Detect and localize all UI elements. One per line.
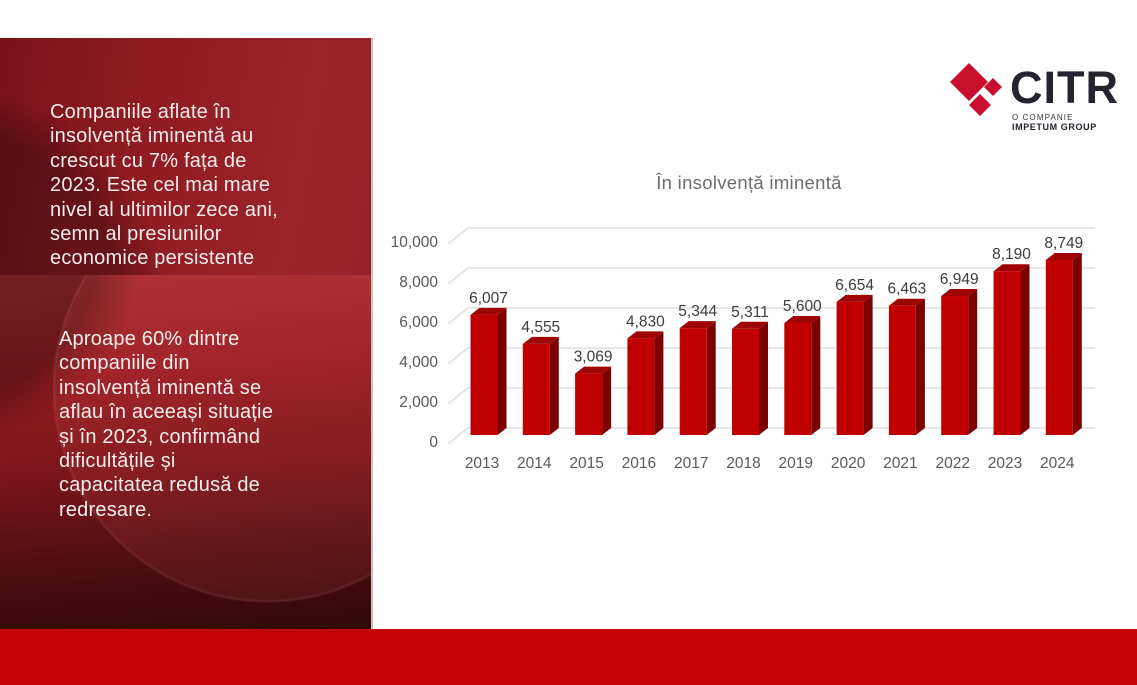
key-message-growth: Companiile aflate în insolvență iminentă… bbox=[50, 101, 278, 270]
gridline-depth-4,000 bbox=[447, 347, 469, 365]
bar-side-face-2018 bbox=[759, 321, 768, 435]
bar-top-face-2017 bbox=[679, 321, 716, 329]
y-tick-10,000: 10,000 bbox=[391, 234, 439, 251]
bar-2017 bbox=[679, 328, 707, 435]
x-tick-2023: 2023 bbox=[988, 455, 1022, 472]
y-tick-2,000: 2,000 bbox=[399, 394, 438, 411]
data-label-2020: 6,654 bbox=[835, 277, 874, 294]
data-label-2017: 5,344 bbox=[678, 303, 717, 320]
data-label-2022: 6,949 bbox=[940, 271, 979, 288]
bar-top-face-2015 bbox=[575, 366, 612, 374]
data-label-2019: 5,600 bbox=[783, 298, 822, 315]
chart-title: În insolvență iminentă bbox=[656, 172, 842, 193]
bar-top-face-2018 bbox=[732, 321, 768, 329]
bar-top-face-2021 bbox=[888, 298, 925, 306]
left-highlight-panel: Companiile aflate în insolvență iminentă… bbox=[0, 38, 373, 629]
data-label-2024: 8,749 bbox=[1044, 235, 1083, 252]
bar-side-face-2022 bbox=[968, 289, 978, 435]
bar-2024 bbox=[1045, 260, 1073, 435]
x-tick-2024: 2024 bbox=[1040, 455, 1075, 472]
bar-top-face-2019 bbox=[784, 316, 821, 323]
bar-side-face-2013 bbox=[497, 307, 507, 435]
bar-side-face-2014 bbox=[549, 336, 559, 435]
data-label-2018: 5,311 bbox=[731, 304, 769, 321]
x-tick-2017: 2017 bbox=[674, 455, 708, 472]
bar-top-face-2023 bbox=[993, 264, 1030, 272]
citr-tagline-impetum-group: IMPETUM GROUP bbox=[1012, 122, 1097, 132]
bar-top-face-2016 bbox=[627, 331, 664, 339]
citr-tagline-company: O COMPANIE bbox=[1012, 113, 1074, 122]
bar-side-face-2015 bbox=[602, 366, 612, 435]
key-message-recurrence: Aproape 60% dintre companiile din insolv… bbox=[59, 328, 274, 521]
bar-2021 bbox=[888, 305, 916, 435]
bar-2022 bbox=[941, 296, 969, 435]
bar-top-face-2020 bbox=[836, 294, 873, 302]
data-label-2016: 4,830 bbox=[626, 313, 665, 330]
bar-2020 bbox=[836, 301, 864, 435]
bar-2018 bbox=[732, 328, 759, 435]
bar-2013 bbox=[470, 314, 498, 435]
data-label-2013: 6,007 bbox=[469, 290, 508, 307]
y-tick-8,000: 8,000 bbox=[399, 274, 438, 291]
bar-2015 bbox=[575, 373, 603, 435]
bar-top-face-2024 bbox=[1045, 253, 1082, 261]
citr-logo: CITR O COMPANIE IMPETUM GROUP bbox=[948, 58, 1123, 138]
gridline-depth-10,000 bbox=[447, 227, 469, 245]
x-tick-2019: 2019 bbox=[779, 455, 813, 472]
bar-side-face-2016 bbox=[654, 331, 664, 435]
bar-2014 bbox=[522, 343, 550, 435]
x-tick-2018: 2018 bbox=[726, 455, 760, 472]
bar-top-face-2013 bbox=[470, 307, 507, 315]
bar-top-face-2022 bbox=[941, 289, 978, 297]
gridline-depth-8,000 bbox=[447, 267, 469, 285]
panel-bottom-block bbox=[0, 275, 371, 629]
bar-top-face-2014 bbox=[522, 336, 559, 344]
x-tick-2020: 2020 bbox=[831, 455, 866, 472]
citr-brand-text: CITR bbox=[1010, 62, 1119, 113]
bar-side-face-2017 bbox=[706, 321, 716, 435]
bar-side-face-2020 bbox=[863, 294, 873, 435]
footer-accent-bar bbox=[0, 629, 1137, 685]
y-tick-0: 0 bbox=[429, 434, 438, 451]
y-tick-4,000: 4,000 bbox=[399, 354, 438, 371]
bar-side-face-2023 bbox=[1020, 264, 1030, 435]
insolvency-3d-bar-chart: 0 2,000 4,000 6,000 8,000 10,000 6,007 2013 4,55… bbox=[391, 227, 1095, 472]
panel-top-block bbox=[0, 38, 371, 275]
x-tick-2022: 2022 bbox=[935, 455, 969, 472]
data-label-2015: 3,069 bbox=[574, 349, 613, 366]
citr-diamond-icon bbox=[950, 63, 1002, 116]
bar-2016 bbox=[627, 338, 655, 435]
gridline-depth-0 bbox=[447, 427, 469, 445]
gridline-depth-6,000 bbox=[447, 307, 469, 325]
gridline-depth-2,000 bbox=[447, 387, 469, 405]
bar-side-face-2019 bbox=[811, 316, 821, 435]
x-tick-2014: 2014 bbox=[517, 455, 552, 472]
y-tick-6,000: 6,000 bbox=[399, 314, 438, 331]
data-label-2021: 6,463 bbox=[888, 281, 927, 298]
bar-side-face-2021 bbox=[915, 298, 925, 435]
x-tick-2016: 2016 bbox=[622, 455, 656, 472]
x-tick-2015: 2015 bbox=[569, 455, 603, 472]
data-label-2014: 4,555 bbox=[521, 319, 560, 336]
data-label-2023: 8,190 bbox=[992, 246, 1031, 263]
x-tick-2021: 2021 bbox=[883, 455, 917, 472]
bar-2019 bbox=[784, 323, 812, 435]
bar-side-face-2024 bbox=[1072, 253, 1082, 435]
bar-2023 bbox=[993, 271, 1021, 435]
x-tick-2013: 2013 bbox=[465, 455, 499, 472]
